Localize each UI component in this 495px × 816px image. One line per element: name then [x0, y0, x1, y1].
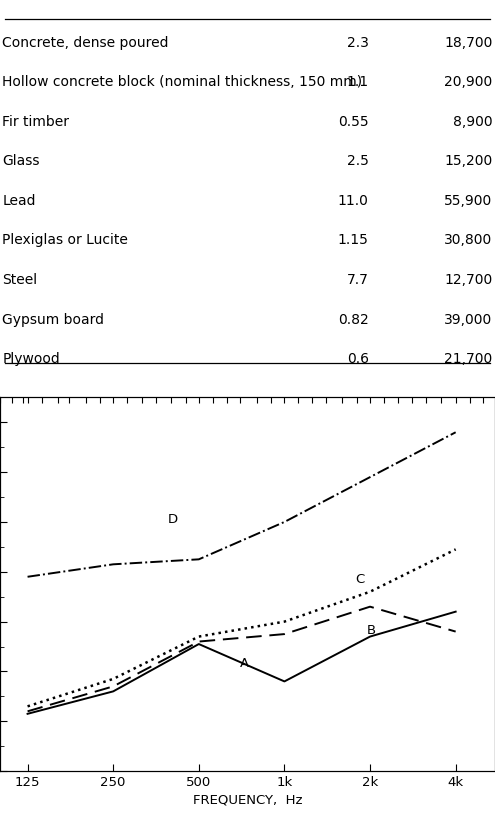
Text: 39,000: 39,000	[445, 313, 493, 326]
Text: 2.3: 2.3	[347, 36, 369, 50]
Text: 11.0: 11.0	[338, 194, 369, 208]
Text: Fir timber: Fir timber	[2, 115, 69, 129]
Text: 8,900: 8,900	[453, 115, 493, 129]
Text: 1.1: 1.1	[346, 75, 369, 89]
Text: B: B	[367, 624, 376, 637]
Text: 21,700: 21,700	[445, 352, 493, 366]
Text: Hollow concrete block (nominal thickness, 150 mm): Hollow concrete block (nominal thickness…	[2, 75, 363, 89]
Text: 20,900: 20,900	[445, 75, 493, 89]
Text: D: D	[168, 513, 178, 526]
Text: Plexiglas or Lucite: Plexiglas or Lucite	[2, 233, 128, 247]
Text: 7.7: 7.7	[347, 273, 369, 287]
Text: 0.55: 0.55	[338, 115, 369, 129]
Text: A: A	[241, 658, 249, 671]
Text: 0.6: 0.6	[347, 352, 369, 366]
Text: 30,800: 30,800	[445, 233, 493, 247]
Text: 18,700: 18,700	[444, 36, 493, 50]
Text: Gypsum board: Gypsum board	[2, 313, 104, 326]
Text: 55,900: 55,900	[445, 194, 493, 208]
Text: 1.15: 1.15	[338, 233, 369, 247]
Text: 12,700: 12,700	[445, 273, 493, 287]
Text: 2.5: 2.5	[347, 154, 369, 168]
Text: 15,200: 15,200	[445, 154, 493, 168]
Text: Steel: Steel	[2, 273, 38, 287]
Text: Glass: Glass	[2, 154, 40, 168]
Text: C: C	[355, 573, 365, 586]
X-axis label: FREQUENCY,  Hz: FREQUENCY, Hz	[193, 793, 302, 806]
Text: Concrete, dense poured: Concrete, dense poured	[2, 36, 169, 50]
Text: Lead: Lead	[2, 194, 36, 208]
Text: Plywood: Plywood	[2, 352, 60, 366]
Text: 0.82: 0.82	[338, 313, 369, 326]
